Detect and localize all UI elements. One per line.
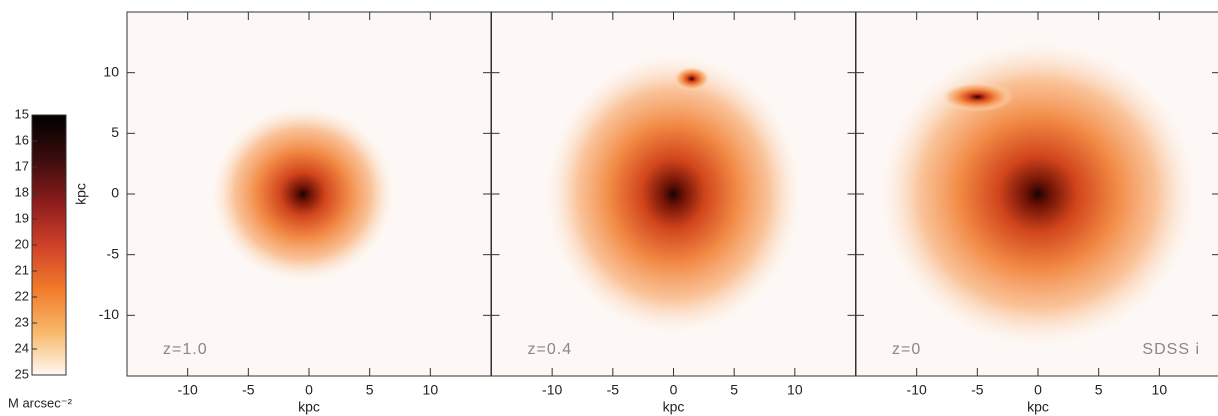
x-tick-label: 0 xyxy=(305,382,313,398)
colorbar-tick-label: 18 xyxy=(15,184,29,199)
galaxy-image xyxy=(880,42,1196,346)
colorbar-tick-label: 15 xyxy=(15,106,29,121)
annotation: z=0.4 xyxy=(528,341,573,358)
x-axis-label: kpc xyxy=(298,399,320,415)
x-tick-label: -10 xyxy=(178,382,198,398)
x-tick-label: -5 xyxy=(242,382,255,398)
colorbar-tick-label: 23 xyxy=(15,314,29,329)
galaxy-image xyxy=(546,54,801,334)
galaxy-image xyxy=(211,106,394,282)
colorbar xyxy=(31,114,67,376)
colorbar-tick-label: 21 xyxy=(15,262,29,277)
x-tick-label: 0 xyxy=(1034,382,1042,398)
x-tick-label: 5 xyxy=(730,382,738,398)
annotation: z=0 xyxy=(892,341,921,358)
galaxy-image xyxy=(673,66,710,91)
x-axis-label: kpc xyxy=(663,399,685,415)
colorbar-tick-label: 19 xyxy=(15,210,29,225)
galaxy-image xyxy=(940,82,1014,112)
x-tick-label: 0 xyxy=(670,382,678,398)
colorbar-label: M arcsec⁻² xyxy=(8,395,73,410)
y-tick-label: 10 xyxy=(103,63,119,79)
y-tick-label: -5 xyxy=(107,245,120,261)
x-tick-label: -5 xyxy=(607,382,620,398)
x-tick-label: 5 xyxy=(1095,382,1103,398)
colorbar-tick-label: 22 xyxy=(15,288,29,303)
colorbar-tick-label: 16 xyxy=(15,132,29,147)
y-tick-label: 5 xyxy=(111,124,119,140)
y-axis-label: kpc xyxy=(73,183,89,205)
x-tick-label: -10 xyxy=(907,382,927,398)
colorbar-tick-label: 20 xyxy=(15,236,29,251)
x-tick-label: -10 xyxy=(542,382,562,398)
x-tick-label: 10 xyxy=(787,382,803,398)
colorbar-tick-label: 24 xyxy=(15,340,29,355)
y-tick-label: -10 xyxy=(99,306,119,322)
x-tick-label: -5 xyxy=(971,382,984,398)
x-tick-label: 10 xyxy=(1152,382,1168,398)
y-tick-label: 0 xyxy=(111,185,119,201)
colorbar-tick-label: 25 xyxy=(15,366,29,381)
x-tick-label: 5 xyxy=(366,382,374,398)
annotation: z=1.0 xyxy=(163,341,208,358)
x-tick-label: 10 xyxy=(423,382,439,398)
annotation: SDSS i xyxy=(1142,341,1200,358)
x-axis-label: kpc xyxy=(1027,399,1049,415)
colorbar-tick-label: 17 xyxy=(15,158,29,173)
